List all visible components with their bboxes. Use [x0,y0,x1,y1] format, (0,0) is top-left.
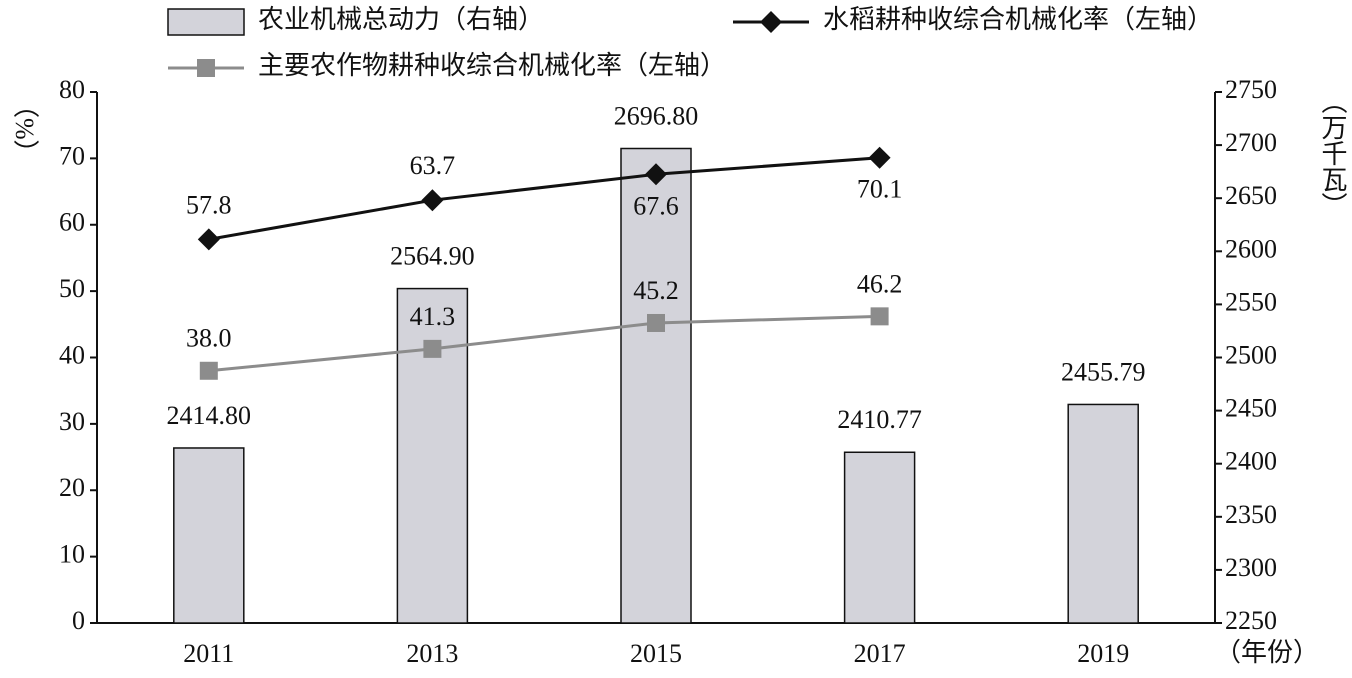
marker [868,146,891,169]
marker [645,163,667,186]
y2-tick-label: 2700 [1225,128,1277,157]
line-value-label: 63.7 [410,151,456,180]
bar [173,447,245,624]
bar-value-label: 2414.80 [167,401,252,430]
y-tick-label: 80 [59,75,85,104]
marker [421,189,444,212]
x-axis-label: （年份） [1215,638,1319,667]
line-value-label: 67.6 [633,191,679,220]
y-tick-label: 20 [59,473,85,502]
legend-label: 主要农作物耕种收综合机械化率（左轴） [258,51,726,80]
bar-value-label: 2564.90 [390,242,475,271]
line [208,314,880,373]
y-tick-label: 50 [59,274,85,303]
legend-swatch [167,8,245,36]
legend-label: 农业机械总动力（右轴） [258,5,544,34]
marker [647,313,665,332]
legend-marker [197,59,215,77]
y-tick-label: 70 [59,141,85,170]
y-tick-label: 30 [59,407,85,436]
bar [843,451,916,624]
x-tick-label: 2015 [630,639,682,668]
y2-tick-label: 2600 [1225,234,1277,263]
x-tick-label: 2011 [183,639,234,668]
legend-marker [760,11,782,33]
y2-tick-label: 2550 [1225,287,1277,316]
y-tick-label: 60 [59,208,85,237]
y-tick-label: 40 [59,340,85,369]
y-tick-label: 10 [59,540,85,569]
marker [197,228,220,251]
y2-axis-label: （万千瓦） [1318,88,1347,218]
legend-label: 水稻耕种收综合机械化率（左轴） [823,5,1213,34]
y-tick-label: 0 [72,606,85,635]
line-value-label: 46.2 [857,269,903,298]
x-tick-label: 2017 [854,639,906,668]
marker [870,307,889,326]
x-tick-label: 2019 [1077,639,1129,668]
y2-tick-label: 2650 [1225,181,1277,210]
y2-tick-label: 2500 [1225,340,1277,369]
line [208,156,880,241]
line-value-label: 41.3 [410,302,456,331]
y2-tick-label: 2250 [1225,606,1277,635]
y2-tick-label: 2450 [1225,394,1277,423]
line-value-label: 38.0 [186,324,232,353]
y2-tick-label: 2300 [1225,553,1277,582]
bar [396,287,469,624]
y2-tick-label: 2750 [1225,75,1277,104]
marker [199,361,218,380]
marker [423,339,442,358]
y-axis-label: （%） [10,92,39,166]
y2-tick-label: 2350 [1225,500,1277,529]
bar [1067,403,1139,624]
y2-tick-label: 2400 [1225,447,1277,476]
x-tick-label: 2013 [406,639,458,668]
line-value-label: 57.8 [186,190,232,219]
bar [620,147,692,624]
bar-value-label: 2410.77 [837,405,922,434]
line-value-label: 45.2 [633,276,679,305]
line-value-label: 70.1 [857,175,903,204]
bar-value-label: 2696.80 [614,101,699,130]
bar-value-label: 2455.79 [1061,357,1146,386]
